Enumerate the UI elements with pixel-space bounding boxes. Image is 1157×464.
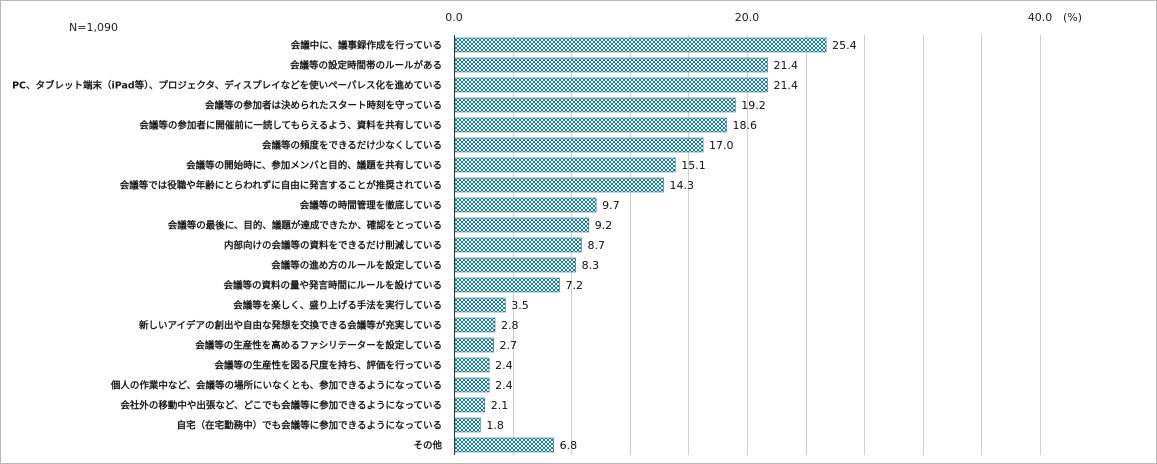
unit-label: (%) xyxy=(1063,11,1082,24)
bar xyxy=(454,277,560,293)
bar xyxy=(454,437,554,453)
category-label: PC、タブレット端末（iPad等）、プロジェクタ、ディスプレイなどを使いペーパレ… xyxy=(12,80,442,92)
category-label: 会議等の資料の量や発言時間にルールを設けている xyxy=(223,280,442,292)
bar xyxy=(454,97,736,113)
data-value-label: 7.2 xyxy=(565,279,583,292)
data-value-label: 2.4 xyxy=(495,359,513,372)
category-label: 会議等の進め方のルールを設定している xyxy=(271,260,442,272)
category-label: 会議等の設定時間帯のルールがある xyxy=(290,60,442,72)
bar xyxy=(454,337,494,353)
data-value-label: 21.4 xyxy=(774,59,799,72)
category-label: 会議等を楽しく、盛り上げる手法を実行している xyxy=(233,300,442,312)
x-tick-label: 20.0 xyxy=(735,11,760,24)
data-value-label: 2.8 xyxy=(501,319,519,332)
bar xyxy=(454,297,506,313)
data-value-label: 8.7 xyxy=(587,239,605,252)
data-value-label: 3.5 xyxy=(511,299,529,312)
bar xyxy=(454,317,496,333)
bar xyxy=(454,117,727,133)
value-labels: 25.4 21.4 21.4 19.2 18.6 17.015.1 14.3 9.7 9.2 8.… xyxy=(486,39,856,452)
bar xyxy=(454,237,582,253)
category-label: 会議等の生産性を図る尺度を持ち、評価を行っている xyxy=(214,360,442,372)
x-tick-label: 40.0 xyxy=(1028,11,1053,24)
data-value-label: 17.0 xyxy=(709,139,734,152)
bar xyxy=(454,57,768,73)
bar xyxy=(454,77,768,93)
category-label: 会議等の生産性を高めるファシリテーターを設定している xyxy=(195,340,442,352)
axis-tick-labels: 0.0 20.0 40.0 xyxy=(445,11,1052,24)
bar xyxy=(454,417,481,433)
data-value-label: 15.1 xyxy=(681,159,706,172)
category-label: 会議等では役職や年齢にとらわれずに自由に発言することが推奨されている xyxy=(120,180,442,192)
bar xyxy=(454,157,676,173)
category-label: 会社外の移動中や出張など、どこでも会議等に参加できるようになっている xyxy=(120,400,442,412)
data-value-label: 9.7 xyxy=(602,199,620,212)
data-value-label: 25.4 xyxy=(832,39,857,52)
category-label: 個人の作業中など、会議等の場所にいなくとも、参加できるようになっている xyxy=(110,380,442,392)
category-label: 新しいアイデアの創出や自由な発想を交換できる会議等が充実している xyxy=(139,320,442,332)
x-tick-label: 0.0 xyxy=(445,11,463,24)
category-label: 会議等の参加者に開催前に一読してもらえるよう、資料を共有している xyxy=(139,120,442,132)
category-label: 会議等の参加者は決められたスタート時刻を守っている xyxy=(205,100,442,112)
data-value-label: 2.1 xyxy=(491,399,509,412)
category-label: 会議等の頻度をできるだけ少なくしている xyxy=(262,140,442,152)
bar xyxy=(454,217,590,233)
category-label: 会議中に、議事録作成を行っている xyxy=(291,40,442,52)
bar xyxy=(454,357,490,373)
category-label: 内部向けの会議等の資料をできるだけ削減している xyxy=(224,240,442,252)
data-value-label: 1.8 xyxy=(486,419,504,432)
data-value-label: 21.4 xyxy=(774,79,799,92)
bar xyxy=(454,137,704,153)
data-value-label: 9.2 xyxy=(595,219,613,232)
category-label: 会議等の時間管理を徹底している xyxy=(300,200,442,212)
data-value-label: 18.6 xyxy=(732,119,757,132)
bar xyxy=(454,177,664,193)
bar xyxy=(454,397,486,413)
data-value-label: 8.3 xyxy=(582,259,600,272)
bar xyxy=(454,37,827,53)
bar xyxy=(454,377,490,393)
data-value-label: 19.2 xyxy=(741,99,766,112)
data-value-label: 2.7 xyxy=(500,339,518,352)
data-value-label: 2.4 xyxy=(495,379,513,392)
bar xyxy=(454,257,576,273)
data-value-label: 6.8 xyxy=(560,439,578,452)
data-value-label: 14.3 xyxy=(669,179,694,192)
bars xyxy=(454,37,827,453)
category-label: その他 xyxy=(413,440,442,452)
category-label: 会議等の開始時に、参加メンバと目的、議題を共有している xyxy=(186,160,442,172)
bar xyxy=(454,197,597,213)
category-label: 自宅（在宅勤務中）でも会議等に参加できるようになっている xyxy=(177,420,442,432)
sample-size-label: N=1,090 xyxy=(69,21,118,34)
category-label: 会議等の最後に、目的、議題が達成できたか、確認をとっている xyxy=(168,220,442,232)
